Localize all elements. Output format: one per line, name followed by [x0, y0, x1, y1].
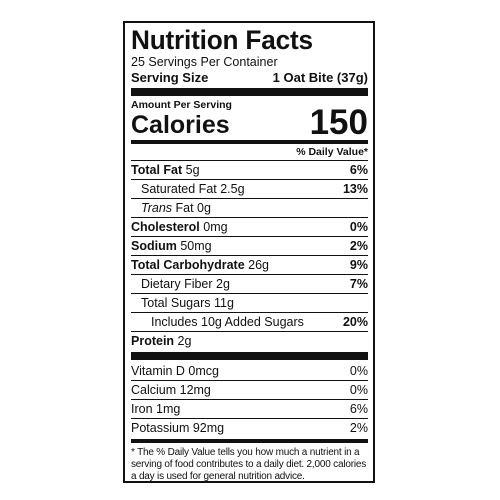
calories-row: Calories 150	[131, 105, 368, 140]
nutrient-row-trans-fat: Trans Fat 0g	[131, 199, 368, 218]
vitamin-name: Calcium 12mg	[131, 383, 211, 397]
nutrient-amount: 50mg	[180, 239, 212, 253]
nutrient-dv: 7%	[349, 277, 368, 291]
nutrient-row-protein: Protein 2g	[131, 332, 368, 350]
thick-divider	[131, 88, 368, 96]
vitamin-name: Iron 1mg	[131, 402, 181, 416]
nutrition-facts-label: Nutrition Facts 25 Servings Per Containe…	[123, 21, 375, 483]
calories-label: Calories	[131, 111, 230, 139]
nutrient-amount: 26g	[248, 258, 270, 272]
nutrient-dv: 13%	[342, 182, 368, 196]
nutrient-name: Includes 10g Added Sugars	[151, 315, 304, 329]
calories-value: 150	[309, 103, 368, 142]
nutrient-amount: 5g	[185, 163, 200, 177]
vitamin-row-calcium: Calcium 12mg 0%	[131, 381, 368, 400]
nutrient-amount: 11g	[213, 296, 234, 310]
nutrient-name: Sodium	[131, 239, 177, 253]
vitamin-dv: 6%	[349, 402, 368, 416]
nutrient-dv: 6%	[349, 163, 368, 177]
nutrient-row-saturated-fat: Saturated Fat 2.5g 13%	[131, 180, 368, 199]
vitamin-name: Potassium 92mg	[131, 421, 225, 435]
serving-size-value: 1 Oat Bite (37g)	[272, 70, 368, 85]
nutrient-dv: 2%	[349, 239, 368, 253]
medium-divider	[131, 439, 368, 443]
nutrient-name: Total Carbohydrate	[131, 258, 245, 272]
nutrient-row-cholesterol: Cholesterol 0mg 0%	[131, 218, 368, 237]
nutrient-row-sodium: Sodium 50mg 2%	[131, 237, 368, 256]
nutrient-dv: 20%	[342, 315, 368, 329]
vitamin-name: Vitamin D 0mcg	[131, 364, 219, 378]
serving-size-label: Serving Size	[131, 70, 209, 85]
vitamin-row-iron: Iron 1mg 6%	[131, 400, 368, 419]
medium-divider	[131, 140, 368, 144]
nutrient-amount: 2.5g	[220, 182, 245, 196]
nutrient-name: Cholesterol	[131, 220, 200, 234]
nutrient-name: Total Sugars	[141, 296, 211, 310]
nutrient-row-total-carbohydrate: Total Carbohydrate 26g 9%	[131, 256, 368, 275]
vitamin-dv: 0%	[349, 383, 368, 397]
vitamin-dv: 2%	[349, 421, 368, 435]
servings-per-container: 25 Servings Per Container	[131, 55, 278, 69]
daily-value-header: % Daily Value*	[131, 145, 368, 161]
vitamin-row-vitamin-d: Vitamin D 0mcg 0%	[131, 362, 368, 381]
nutrient-amount: Fat 0g	[175, 201, 211, 215]
vitamin-row-potassium: Potassium 92mg 2%	[131, 419, 368, 437]
nutrient-row-added-sugars: Includes 10g Added Sugars 20%	[131, 313, 368, 332]
vitamin-dv: 0%	[349, 364, 368, 378]
amount-per-serving: Amount Per Serving	[131, 99, 232, 111]
nutrient-amount: 0mg	[203, 220, 228, 234]
nutrient-row-total-fat: Total Fat 5g 6%	[131, 161, 368, 180]
thick-divider	[131, 352, 368, 360]
nutrient-row-total-sugars: Total Sugars 11g	[131, 294, 368, 313]
serving-size-row: Serving Size 1 Oat Bite (37g)	[131, 70, 368, 86]
footnote: * The % Daily Value tells you how much a…	[131, 447, 367, 482]
label-title: Nutrition Facts	[131, 25, 313, 55]
nutrient-row-dietary-fiber: Dietary Fiber 2g 7%	[131, 275, 368, 294]
nutrient-dv: 9%	[349, 258, 368, 272]
nutrient-amount: 2g	[177, 334, 192, 348]
nutrient-dv: 0%	[349, 220, 368, 234]
nutrient-name: Total Fat	[131, 163, 183, 177]
nutrient-amount: 2g	[216, 277, 230, 291]
nutrient-name: Protein	[131, 334, 175, 348]
nutrient-name: Trans	[141, 201, 173, 215]
nutrient-name: Saturated Fat	[141, 182, 217, 196]
nutrient-name: Dietary Fiber	[141, 277, 213, 291]
